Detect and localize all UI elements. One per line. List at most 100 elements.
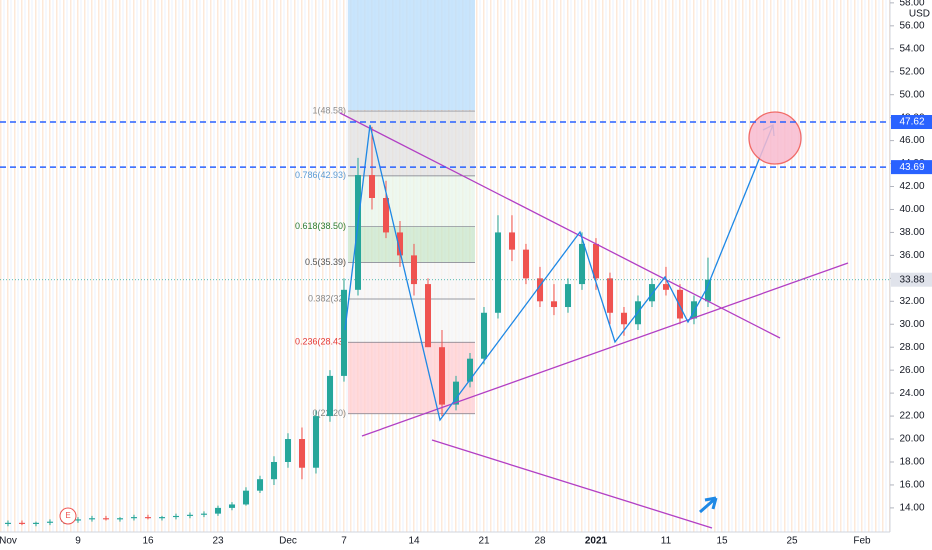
candles bbox=[5, 126, 711, 527]
y-tick-label: 54.00 bbox=[899, 43, 924, 54]
price-tag-label: 43.69 bbox=[899, 162, 924, 173]
y-tick-label: 40.00 bbox=[899, 204, 924, 215]
candle-body bbox=[313, 416, 319, 468]
price-tag-label: 47.62 bbox=[899, 117, 924, 128]
x-tick-label: Dec bbox=[279, 536, 297, 547]
candle-body bbox=[187, 514, 193, 516]
candle-body bbox=[621, 312, 627, 325]
x-tick-label: 16 bbox=[142, 536, 154, 547]
candle-body bbox=[705, 279, 711, 302]
x-tick-label: Nov bbox=[0, 536, 17, 547]
candle-body bbox=[439, 347, 445, 405]
candle-body bbox=[327, 375, 333, 417]
event-marker-label: E bbox=[65, 511, 70, 520]
candle-body bbox=[467, 358, 473, 382]
candle-body bbox=[33, 522, 39, 524]
y-tick-label: 14.00 bbox=[899, 503, 924, 514]
candle-body bbox=[537, 278, 543, 302]
candle-body bbox=[341, 289, 347, 376]
currency-label: USD bbox=[909, 9, 930, 20]
candle-body bbox=[257, 479, 263, 491]
candle-body bbox=[117, 518, 123, 520]
candle-body bbox=[691, 301, 697, 319]
candle-body bbox=[593, 243, 599, 279]
x-tick-label: 9 bbox=[75, 536, 81, 547]
y-tick-label: 28.00 bbox=[899, 342, 924, 353]
candle-body bbox=[677, 289, 683, 319]
x-tick-label: 28 bbox=[534, 536, 546, 547]
candle-body bbox=[145, 517, 151, 519]
fib-label: 0.786(42.93) bbox=[295, 170, 346, 180]
fib-label: 0.618(38.50) bbox=[295, 221, 346, 231]
y-tick-label: 26.00 bbox=[899, 365, 924, 376]
drawings bbox=[339, 111, 849, 529]
candle-body bbox=[425, 284, 431, 348]
candle-body bbox=[5, 522, 11, 524]
candle-body bbox=[229, 504, 235, 508]
candle-body bbox=[509, 232, 515, 250]
x-tick-label: 11 bbox=[661, 536, 672, 547]
y-tick-label: 58.00 bbox=[899, 0, 924, 9]
y-tick-label: 24.00 bbox=[899, 388, 924, 399]
trend-line bbox=[431, 439, 713, 529]
target-circle bbox=[748, 111, 802, 165]
fib-zone bbox=[348, 298, 475, 343]
price-tag bbox=[891, 115, 932, 130]
y-tick-label: 46.00 bbox=[899, 135, 924, 146]
candle-body bbox=[523, 249, 529, 279]
candle-body bbox=[453, 381, 459, 405]
candle-body bbox=[89, 518, 95, 520]
y-tick-label: 20.00 bbox=[899, 434, 924, 445]
y-tick-label: 22.00 bbox=[899, 411, 924, 422]
highlight-zone bbox=[348, 0, 475, 110]
candle-body bbox=[481, 312, 487, 359]
candle-body bbox=[663, 284, 669, 290]
x-tick-label: 25 bbox=[786, 536, 798, 547]
x-tick-label: 7 bbox=[341, 536, 347, 547]
fib-label: 1(48.58) bbox=[312, 105, 346, 115]
y-tick-label: 16.00 bbox=[899, 480, 924, 491]
candle-body bbox=[369, 175, 375, 198]
candle-body bbox=[243, 490, 249, 505]
x-tick-label: 2021 bbox=[585, 536, 608, 547]
candle-body bbox=[411, 255, 417, 285]
price-tag bbox=[891, 160, 932, 175]
y-tick-label: 56.00 bbox=[899, 20, 924, 31]
candle-body bbox=[19, 522, 25, 524]
y-tick-label: 38.00 bbox=[899, 227, 924, 238]
price-tag-label: 33.88 bbox=[899, 274, 924, 285]
arrow-marker bbox=[699, 496, 718, 514]
fib-zone bbox=[348, 110, 475, 176]
candle-body bbox=[383, 197, 389, 233]
x-tick-label: 14 bbox=[408, 536, 420, 547]
y-tick-label: 36.00 bbox=[899, 250, 924, 261]
candle-body bbox=[75, 519, 81, 521]
candle-body bbox=[159, 517, 165, 519]
candle-body bbox=[299, 439, 305, 468]
y-tick-label: 32.00 bbox=[899, 296, 924, 307]
candle-body bbox=[47, 521, 53, 523]
y-tick-label: 52.00 bbox=[899, 66, 924, 77]
candle-body bbox=[271, 461, 277, 480]
candle-body bbox=[565, 284, 571, 308]
candle-body bbox=[131, 517, 137, 519]
candle-body bbox=[649, 284, 655, 302]
event-marker bbox=[59, 507, 77, 525]
candle-body bbox=[201, 513, 207, 515]
fib-label: 0.5(35.39) bbox=[305, 257, 346, 267]
price-lines bbox=[0, 121, 890, 281]
x-tick-label: Feb bbox=[853, 536, 871, 547]
fib-label: 0.236(28.43) bbox=[295, 337, 346, 347]
x-tick-label: 23 bbox=[212, 536, 224, 547]
candle-body bbox=[495, 232, 501, 313]
candle-body bbox=[579, 243, 585, 285]
y-tick-label: 42.00 bbox=[899, 181, 924, 192]
candle-body bbox=[397, 232, 403, 256]
candle-body bbox=[103, 518, 109, 520]
x-tick-label: 21 bbox=[478, 536, 490, 547]
candle-body bbox=[173, 515, 179, 518]
fib-label: 0.382(32. bbox=[308, 293, 346, 303]
y-tick-label: 18.00 bbox=[899, 457, 924, 468]
